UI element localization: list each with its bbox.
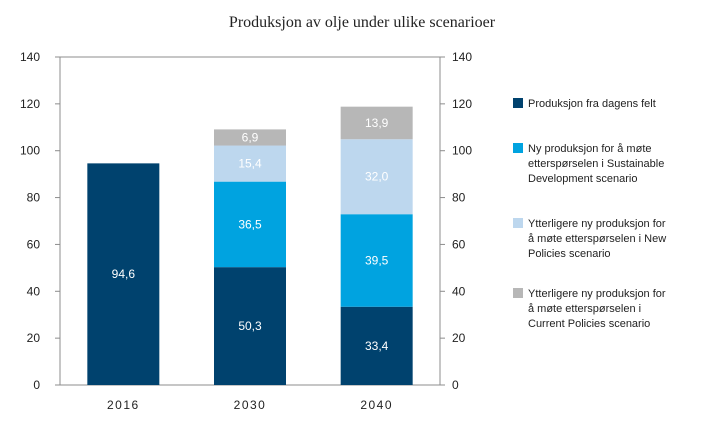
bar-segment [214, 145, 286, 182]
legend-label: Produksjon fra dagens felt [528, 98, 656, 110]
y-tick-label-left: 100 [20, 144, 40, 158]
data-label: 32,0 [365, 170, 389, 184]
x-tick-label: 2030 [234, 398, 267, 412]
y-tick-label-left: 140 [20, 50, 40, 64]
y-tick-label-left: 120 [20, 97, 40, 111]
data-label: 39,5 [365, 253, 389, 267]
x-tick-label: 2016 [107, 398, 140, 412]
legend-swatch [513, 98, 523, 108]
data-label: 33,4 [365, 339, 389, 353]
bar-segment [340, 106, 413, 140]
y-tick-label-left: 0 [33, 378, 40, 392]
legend-swatch [513, 288, 523, 298]
bar-segment [214, 129, 286, 146]
x-tick-label: 2040 [360, 398, 393, 412]
y-tick-label-left: 60 [27, 237, 41, 251]
data-label: 13,9 [365, 116, 389, 130]
y-tick-label-left: 80 [27, 191, 41, 205]
bar-segment [340, 214, 413, 307]
data-label: 6,9 [242, 130, 259, 144]
legend-label: Ny produksjon for å møte [528, 143, 652, 155]
legend-label: Ytterligere ny produksjon for [528, 218, 666, 230]
y-tick-label-right: 100 [452, 144, 472, 158]
legend-label: å møte etterspørselen i [528, 303, 641, 315]
y-tick-label-right: 120 [452, 97, 472, 111]
bar-segment [87, 163, 160, 385]
y-tick-label-right: 60 [452, 237, 466, 251]
legend: Produksjon fra dagens felt Ny produksjon … [513, 98, 666, 330]
data-label: 36,5 [238, 217, 262, 231]
y-tick-label-right: 140 [452, 50, 472, 64]
bar-segment [340, 306, 413, 385]
chart-title: Produksjon av olje under ulike scenarioe… [229, 14, 496, 31]
legend-swatch [513, 143, 523, 153]
bar-segment [214, 181, 286, 268]
bar-segment [340, 139, 413, 215]
legend-label: Current Policies scenario [528, 318, 650, 330]
data-label: 50,3 [238, 319, 262, 333]
bar-segment [214, 267, 286, 385]
y-tick-label-right: 80 [452, 191, 466, 205]
legend-label: etterspørselen i Sustainable [528, 158, 664, 170]
data-label: 94,6 [112, 267, 136, 281]
legend-label: å møte etterspørselen i New [528, 233, 666, 245]
data-label: 15,4 [238, 157, 262, 171]
y-tick-label-left: 20 [27, 331, 41, 345]
y-tick-label-right: 20 [452, 331, 466, 345]
y-tick-label-left: 40 [27, 284, 41, 298]
legend-label: Development scenario [528, 173, 637, 185]
y-tick-label-right: 40 [452, 284, 466, 298]
y-tick-label-right: 0 [452, 378, 459, 392]
legend-label: Ytterligere ny produksjon for [528, 288, 666, 300]
legend-label: Policies scenario [528, 248, 611, 260]
legend-swatch [513, 218, 523, 228]
